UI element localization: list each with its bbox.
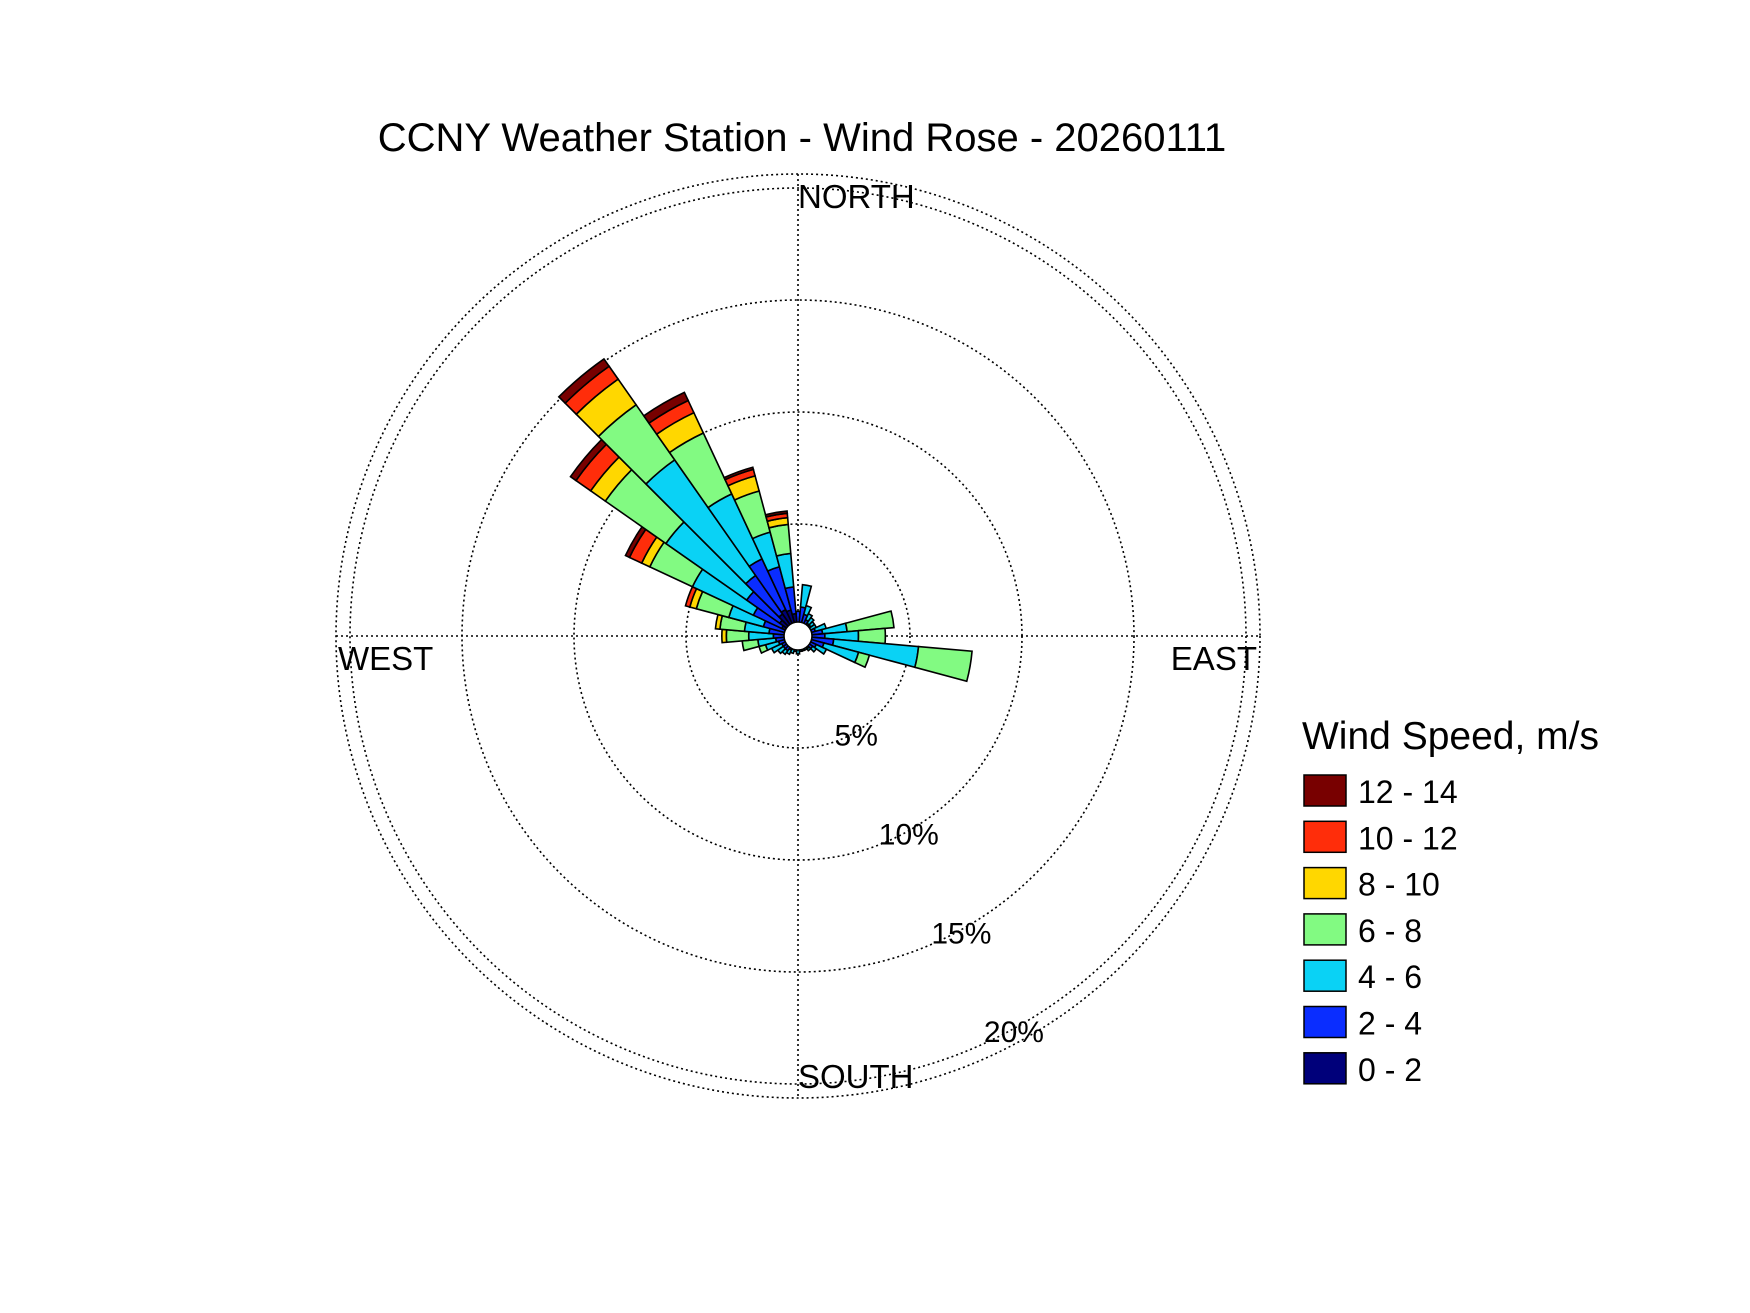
wedge-dir20-bin2 (802, 604, 813, 617)
wedge-dir100-bin3 (913, 645, 973, 683)
west-label: WEST (338, 640, 433, 677)
ring-labels: 5% 10% 15% 20% (835, 719, 1044, 1049)
legend-swatch-0 (1303, 1052, 1347, 1085)
ring-label-5: 5% (835, 719, 878, 752)
legend-swatch-2 (1303, 959, 1347, 992)
legend-swatch-3 (1303, 913, 1347, 946)
legend-swatch-4 (1303, 866, 1347, 900)
ring-label-10: 10% (879, 818, 939, 851)
ring-label-20: 20% (984, 1016, 1044, 1049)
wedge-dir350-bin6 (764, 510, 789, 518)
chart-title: CCNY Weather Station - Wind Rose - 20260… (378, 116, 1227, 160)
north-label: NORTH (798, 178, 915, 215)
legend: Wind Speed, m/s 12 - 14 10 - 12 8 - 10 6 - … (1302, 715, 1599, 1088)
legend-swatch-6 (1303, 774, 1347, 807)
east-label: EAST (1171, 640, 1257, 677)
legend-swatch-5 (1303, 820, 1347, 854)
legend-label-4: 8 - 10 (1358, 867, 1440, 903)
wedge-dir320-bin6 (557, 357, 611, 405)
wedge-dir40-bin2 (805, 616, 815, 627)
wedge-dir340-bin6 (723, 466, 755, 481)
wind-sectors (557, 357, 973, 683)
legend-label-1: 2 - 4 (1358, 1006, 1422, 1042)
wedge-dir10-bin2 (799, 583, 813, 609)
legend-items: 12 - 14 10 - 12 8 - 10 6 - 8 4 - 6 2 - 4 0 - 2 (1303, 774, 1458, 1088)
wedge-dir330-bin6 (642, 391, 690, 425)
legend-label-5: 10 - 12 (1358, 820, 1458, 856)
wedge-dir30-bin2 (804, 612, 814, 623)
ring-label-15: 15% (931, 917, 991, 950)
calm-center (783, 621, 813, 651)
wedge-dir120-bin2 (813, 643, 828, 656)
wedge-dir130-bin2 (809, 645, 818, 653)
legend-label-3: 6 - 8 (1358, 913, 1422, 949)
legend-swatch-1 (1303, 1005, 1347, 1039)
wedge-dir110-bin3 (853, 651, 871, 669)
legend-label-2: 4 - 6 (1358, 959, 1422, 995)
wedge-dir140-bin2 (805, 645, 812, 652)
legend-title: Wind Speed, m/s (1302, 715, 1599, 758)
legend-label-0: 0 - 2 (1358, 1052, 1422, 1088)
wedge-dir270-bin4 (721, 628, 728, 644)
legend-label-6: 12 - 14 (1358, 774, 1458, 810)
wedge-dir80-bin3 (844, 610, 895, 633)
south-label: SOUTH (798, 1058, 914, 1095)
